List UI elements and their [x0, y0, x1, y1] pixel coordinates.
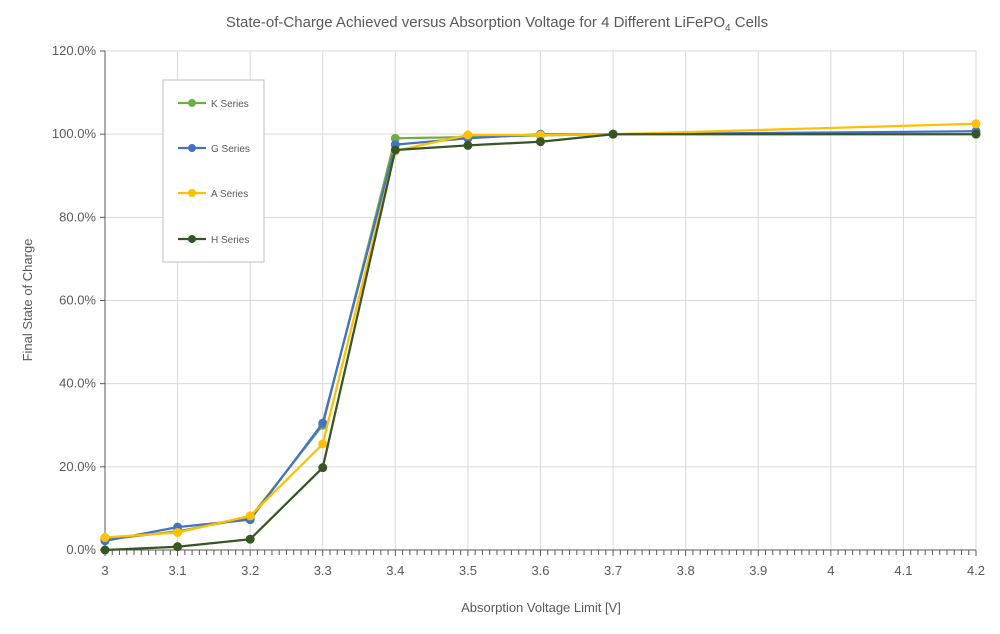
legend-swatch-marker: [188, 144, 196, 152]
legend-swatch-marker: [188, 235, 196, 243]
h-series: [100, 129, 981, 555]
h-series-point: [245, 534, 255, 544]
a-series-point: [245, 511, 255, 521]
x-tick-label: 3.5: [459, 563, 477, 578]
x-axis-label: Absorption Voltage Limit [V]: [461, 600, 621, 615]
chart-title-suffix: Cells: [731, 14, 769, 31]
y-tick-label: 120.0%: [52, 43, 97, 58]
h-series-point: [536, 137, 545, 147]
g-series-point: [318, 418, 328, 428]
chart-title-main: State-of-Charge Achieved versus Absorpti…: [226, 14, 725, 31]
a-series-point: [173, 528, 183, 538]
legend: K Series G Series A Series H Series: [162, 79, 265, 263]
h-series-point: [100, 545, 110, 555]
a-series-point: [971, 119, 981, 129]
tick-labels: 0.0% 20.0% 40.0% 60.0% 80.0% 100.0% 120.0% 3 3.1…: [52, 43, 985, 578]
legend-swatch-marker: [188, 99, 196, 107]
x-tick-label: 3.1: [169, 563, 187, 578]
x-tick-label: 3.7: [604, 563, 622, 578]
h-series-point: [971, 129, 981, 139]
h-series-point: [463, 140, 473, 150]
a-series-point: [318, 439, 328, 449]
x-tick-label: 3: [101, 563, 108, 578]
legend-item-h-series: H Series: [178, 235, 249, 246]
x-tick-label: 3.2: [241, 563, 259, 578]
y-tick-label: 20.0%: [59, 459, 96, 474]
x-tick-label: 3.4: [386, 563, 404, 578]
x-tick-label: 4: [827, 563, 834, 578]
x-tick-label: 3.6: [531, 563, 549, 578]
a-series-point: [463, 130, 473, 140]
y-tick-label: 60.0%: [59, 293, 96, 308]
legend-item-a-series: A Series: [178, 189, 248, 200]
y-tick-label: 100.0%: [52, 126, 97, 141]
series-layer: [100, 119, 981, 555]
axes: [100, 50, 977, 556]
h-series-point: [318, 463, 328, 473]
legend-label: H Series: [211, 235, 249, 246]
h-series-point: [173, 542, 183, 552]
legend-label: K Series: [211, 99, 249, 110]
a-series-point: [100, 533, 110, 543]
legend-item-k-series: K Series: [178, 99, 249, 110]
h-series-point: [390, 145, 400, 155]
x-tick-label: 3.3: [314, 563, 332, 578]
x-tick-label: 4.2: [967, 563, 985, 578]
x-tick-label: 3.9: [749, 563, 767, 578]
legend-swatch-marker: [188, 189, 196, 197]
y-tick-label: 0.0%: [66, 542, 96, 557]
x-tick-label: 4.1: [894, 563, 912, 578]
chart-title-subscript: 4: [725, 23, 731, 34]
legend-label: A Series: [211, 189, 248, 200]
h-series-point: [608, 129, 618, 139]
legend-label: G Series: [211, 144, 250, 155]
legend-item-g-series: G Series: [178, 144, 250, 155]
y-tick-label: 80.0%: [59, 209, 96, 224]
x-tick-label: 3.8: [677, 563, 695, 578]
y-tick-label: 40.0%: [59, 376, 96, 391]
chart-title: State-of-Charge Achieved versus Absorpti…: [226, 14, 768, 34]
y-axis-label: Final State of Charge: [20, 239, 35, 362]
legend-box: [162, 79, 265, 263]
